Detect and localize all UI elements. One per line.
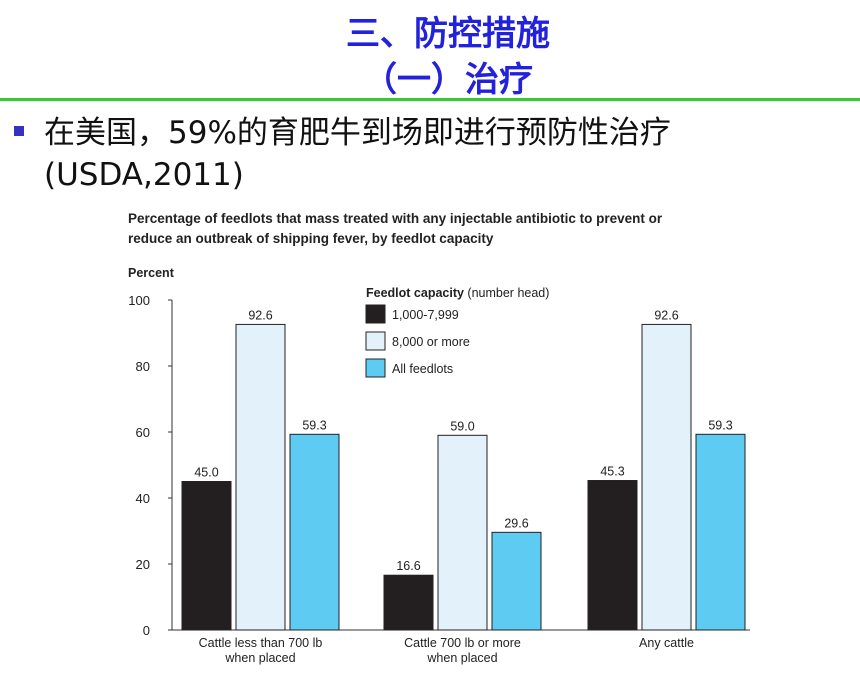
bullet-text-line1: 在美国，59%的育肥牛到场即进行预防性治疗 (44, 115, 671, 151)
x-category-label: Cattle 700 lb or more (404, 636, 521, 650)
bar (235, 323, 286, 631)
bar (383, 574, 434, 631)
x-category-label: Any cattle (639, 636, 694, 650)
bar (181, 481, 232, 631)
y-tick-label: 100 (128, 293, 150, 308)
bar (289, 433, 340, 631)
slide-title-line2: （一）治疗 (363, 60, 533, 100)
x-category-label: when placed (224, 651, 295, 665)
bar-chart: Percentage of feedlots that mass treated… (128, 211, 750, 665)
data-label: 59.0 (450, 419, 474, 433)
chart-title-line2: reduce an outbreak of shipping fever, by… (128, 231, 494, 246)
data-label: 29.6 (504, 516, 528, 530)
data-label: 92.6 (248, 308, 272, 322)
y-tick-label: 40 (136, 491, 150, 506)
bar (437, 434, 488, 631)
legend-label: All feedlots (392, 362, 453, 376)
bullet-point: 在美国，59%的育肥牛到场即进行预防性治疗 (USDA,2011) (44, 112, 844, 196)
y-tick-label: 60 (136, 425, 150, 440)
data-label: 59.3 (302, 418, 326, 432)
title-divider (0, 98, 860, 101)
bar (491, 531, 542, 631)
legend-label: 8,000 or more (392, 335, 470, 349)
legend-label: 1,000-7,999 (392, 308, 459, 322)
x-category-label: Cattle less than 700 lb (199, 636, 323, 650)
y-tick-label: 20 (136, 557, 150, 572)
data-label: 16.6 (396, 559, 420, 573)
bar (587, 480, 638, 631)
bar (641, 323, 692, 631)
y-axis-label: Percent (128, 266, 175, 280)
data-label: 45.0 (194, 466, 218, 480)
slide-title-line1: 三、防控措施 (346, 14, 550, 54)
bullet-marker-icon (14, 126, 24, 136)
data-label: 59.3 (708, 418, 732, 432)
legend-title-rest: (number head) (464, 286, 549, 300)
legend-swatch (365, 304, 386, 324)
legend-swatch (365, 331, 386, 351)
legend-title-bold: Feedlot capacity (366, 286, 464, 300)
y-tick-label: 0 (143, 623, 150, 638)
y-tick-label: 80 (136, 359, 150, 374)
data-label: 92.6 (654, 308, 678, 322)
x-category-label: when placed (426, 651, 497, 665)
data-label: 45.3 (600, 465, 624, 479)
legend-title: Feedlot capacity (number head) (366, 286, 549, 300)
legend-swatch (365, 358, 386, 378)
bar (695, 433, 746, 631)
bullet-text-line2: (USDA,2011) (44, 157, 244, 193)
chart-title-line1: Percentage of feedlots that mass treated… (128, 211, 663, 226)
